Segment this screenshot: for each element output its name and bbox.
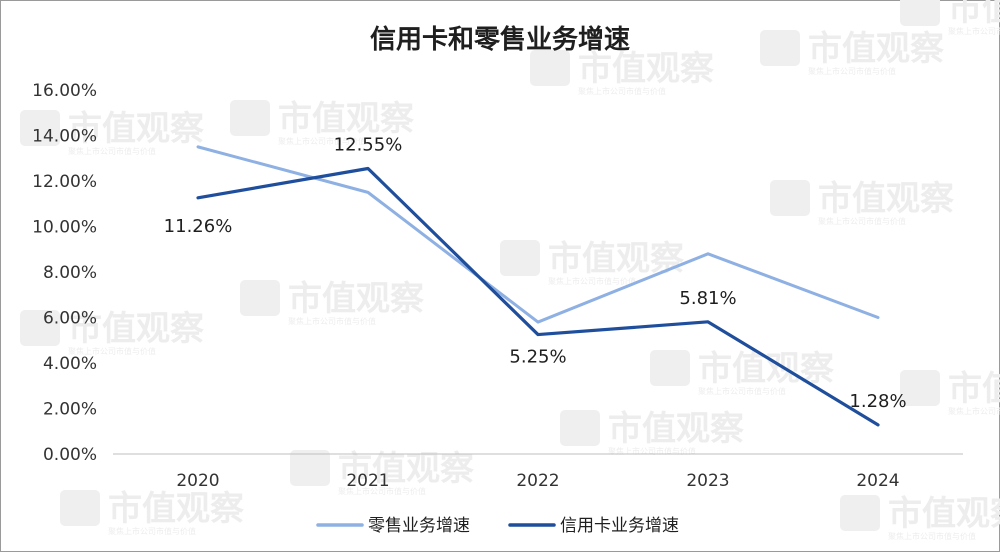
y-tick-label: 16.00% [32,81,97,101]
y-tick-label: 14.00% [32,127,97,147]
watermark-logo-icon [760,30,800,66]
x-tick-label: 2022 [516,471,559,491]
watermark-logo-icon [230,100,270,136]
chart-title: 信用卡和零售业务增速 [370,24,630,55]
watermark-subtext: 聚焦上市公司市值与价值 [68,346,156,356]
watermark-text: 市值观察 [608,409,744,449]
watermark-logo-icon [770,180,810,216]
data-label: 12.55% [334,134,403,155]
watermark-logo-icon [20,310,60,346]
data-label: 5.81% [679,288,736,309]
legend-item: 零售业务增速 [316,516,470,536]
watermark-logo-icon [650,350,690,386]
data-label: 1.28% [849,391,906,412]
legend-label: 零售业务增速 [368,516,470,536]
watermark-text: 市值观察 [808,29,944,69]
watermark-subtext: 聚焦上市公司市值与价值 [698,386,786,396]
y-tick-label: 4.00% [43,354,97,374]
x-tick-label: 2023 [686,471,729,491]
legend: 零售业务增速 信用卡业务增速 [316,516,679,536]
y-axis-ticks: 0.00% 2.00% 4.00% 6.00% 8.00% 10.00% 12.00% 14.… [32,81,97,465]
x-tick-label: 2021 [346,471,389,491]
legend-label: 信用卡业务增速 [560,516,679,536]
watermark-subtext: 聚焦上市公司市值与价值 [548,276,636,286]
watermark-logo-icon [290,450,330,486]
watermark-logo-icon [500,240,540,276]
watermark-subtext: 聚焦上市公司市值与价值 [608,446,696,456]
y-tick-label: 10.00% [32,218,97,238]
watermark-subtext: 聚焦上市公司市值与价值 [948,406,1000,416]
y-tick-label: 6.00% [43,309,97,329]
watermark-logo-icon [900,0,940,26]
watermark-text: 市值观察 [818,179,954,219]
watermark-text: 市值观察 [948,369,1000,409]
watermark-subtext: 聚焦上市公司市值与价值 [808,66,896,76]
watermark-text: 市值观察 [288,279,424,319]
watermark-text: 市值观察 [68,309,204,349]
watermark-logo-icon [240,280,280,316]
watermark-logo-icon [60,490,100,526]
watermark-logo-icon [20,110,60,146]
watermark-logo-icon [900,370,940,406]
watermark-subtext: 聚焦上市公司市值与价值 [818,216,906,226]
watermark-subtext: 聚焦上市公司市值与价值 [578,86,666,96]
watermark-text: 市值观察 [338,449,474,489]
watermark-text: 市值观察 [278,99,414,139]
x-axis-ticks: 2020 2021 2022 2023 2024 [176,471,899,491]
watermark-subtext: 聚焦上市公司市值与价值 [948,26,1000,36]
watermark-subtext: 聚焦上市公司市值与价值 [338,486,426,496]
y-tick-label: 8.00% [43,263,97,283]
watermark-subtext: 聚焦上市公司市值与价值 [888,531,976,541]
y-tick-label: 2.00% [43,400,97,420]
watermark-text: 市值观察 [578,49,714,89]
watermark-logo-icon [530,50,570,86]
y-tick-label: 12.00% [32,172,97,192]
watermark-subtext: 聚焦上市公司市值与价值 [68,146,156,156]
watermark-text: 市值观察 [68,109,204,149]
data-label: 11.26% [164,216,233,237]
data-labels: 11.26% 12.55% 5.25% 5.81% 1.28% [164,134,907,411]
watermark-subtext: 聚焦上市公司市值与价值 [108,526,196,536]
watermark-text: 市值观察 [698,349,834,389]
watermark-text: 市值观察 [888,494,1000,534]
legend-item: 信用卡业务增速 [508,516,679,536]
series-line-2 [196,166,880,427]
watermark-text: 市值观察 [108,489,244,529]
watermark-logo-icon [560,410,600,446]
watermark-subtext: 聚焦上市公司市值与价值 [288,316,376,326]
watermark-layer: 市值观察聚焦上市公司市值与价值市值观察聚焦上市公司市值与价值市值观察聚焦上市公司… [20,0,1000,541]
watermark-subtext: 聚焦上市公司市值与价值 [278,136,366,146]
watermark-text: 市值观察 [948,0,1000,29]
watermark-logo-icon [840,495,880,531]
data-label: 5.25% [509,347,566,368]
series-lines [196,145,880,427]
x-tick-label: 2024 [856,471,899,491]
y-tick-label: 0.00% [43,445,97,465]
x-tick-label: 2020 [176,471,219,491]
